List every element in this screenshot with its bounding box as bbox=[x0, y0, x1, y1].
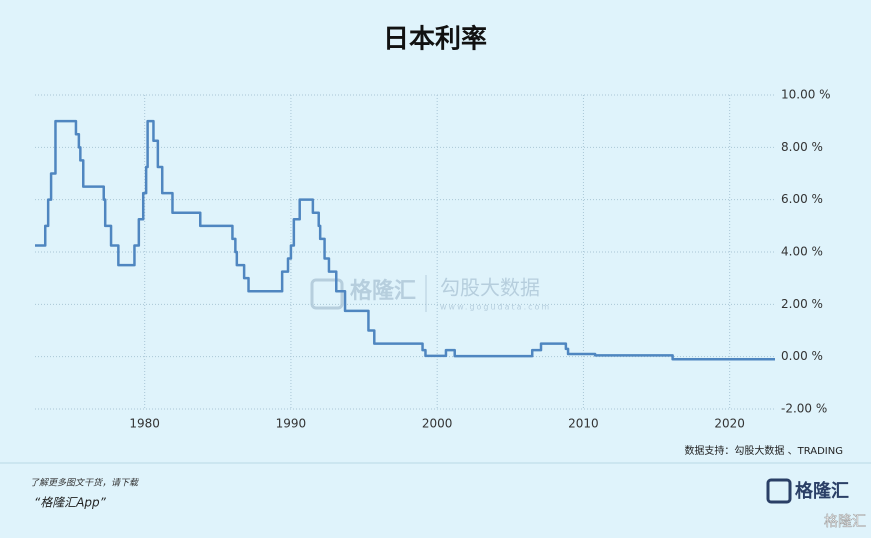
y-tick-label: 2.00 % bbox=[781, 297, 823, 311]
watermark-brand: 格隆汇 bbox=[350, 278, 416, 304]
logo-text: 格隆汇 bbox=[795, 480, 849, 502]
y-tick-label: -2.00 % bbox=[781, 402, 827, 416]
y-tick-label: 8.00 % bbox=[781, 140, 823, 154]
watermark-url: www.gogudata.com bbox=[440, 303, 551, 312]
watermark: 格隆汇 勾股大数据 www.gogudata.com bbox=[310, 275, 551, 312]
x-tick-label: 2020 bbox=[714, 417, 745, 431]
x-tick-label: 2010 bbox=[568, 417, 599, 431]
x-tick-label: 1990 bbox=[276, 417, 307, 431]
y-tick-label: 6.00 % bbox=[781, 192, 823, 206]
watermark-name: 勾股大数据 bbox=[440, 276, 540, 300]
source: 数据支持：勾股大数据 、TRADING bbox=[684, 444, 843, 457]
y-tick-label: 0.00 % bbox=[781, 349, 823, 363]
footer-line1: 了解更多图文干货，请下载 bbox=[30, 478, 139, 489]
x-tick-label: 1980 bbox=[129, 417, 160, 431]
footer-line2: “格隆汇App” bbox=[34, 496, 107, 510]
watermark-icon bbox=[310, 278, 344, 310]
chart-title: 日本利率 bbox=[383, 24, 487, 55]
line bbox=[35, 119, 775, 361]
y-tick-label: 4.00 % bbox=[781, 245, 823, 259]
logo-icon bbox=[766, 478, 792, 504]
x-tick-label: 2000 bbox=[422, 417, 453, 431]
y-tick-label: 10.00 % bbox=[781, 88, 831, 102]
corner-mark: 格隆汇 bbox=[824, 514, 866, 530]
